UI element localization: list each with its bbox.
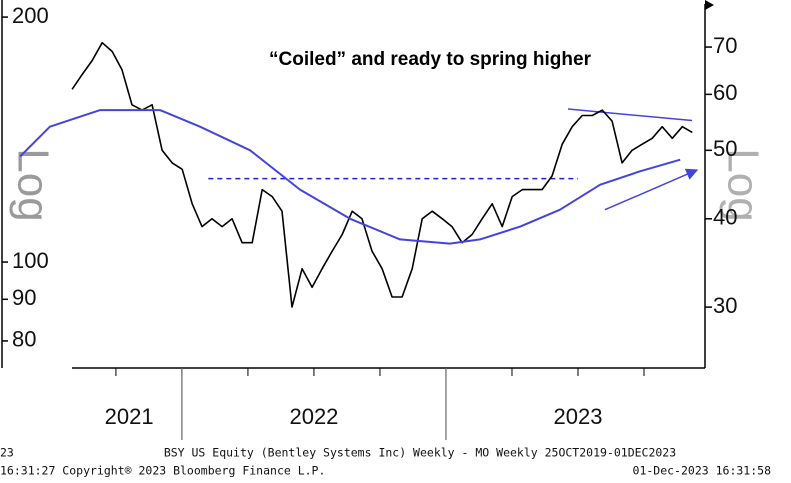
y-tick-label: 60 (713, 80, 737, 105)
axis-arrow (705, 0, 714, 10)
y2-tick-label: 80 (12, 327, 36, 352)
y2-tick-label: 200 (12, 3, 49, 28)
chart-title: “Coiled” and ready to spring higher (269, 49, 592, 70)
right-axis-label: Log (718, 148, 767, 221)
y-tick-label: 40 (713, 205, 737, 230)
x-year-label: 2023 (554, 404, 603, 429)
left-axis-label: Log (8, 148, 57, 221)
y-tick-label: 70 (713, 33, 737, 58)
x-year-label: 2021 (105, 404, 154, 429)
footer-copyright: 16:31:27 Copyright® 2023 Bloomberg Finan… (0, 464, 325, 478)
footer-left: 23 (0, 446, 14, 460)
annotation-line (567, 108, 693, 122)
y2-tick-label: 90 (12, 285, 36, 310)
footer-date: 01-Dec-2023 16:31:58 (633, 464, 772, 478)
annotation-line (604, 168, 699, 211)
footer-source: BSY US Equity (Bentley Systems Inc) Week… (164, 446, 676, 460)
price-line (71, 41, 693, 308)
y-tick-label: 30 (713, 293, 737, 318)
moving-average (19, 109, 681, 245)
x-year-label: 2022 (289, 404, 338, 429)
y2-tick-label: 100 (12, 248, 49, 273)
y-tick-label: 50 (713, 136, 737, 161)
